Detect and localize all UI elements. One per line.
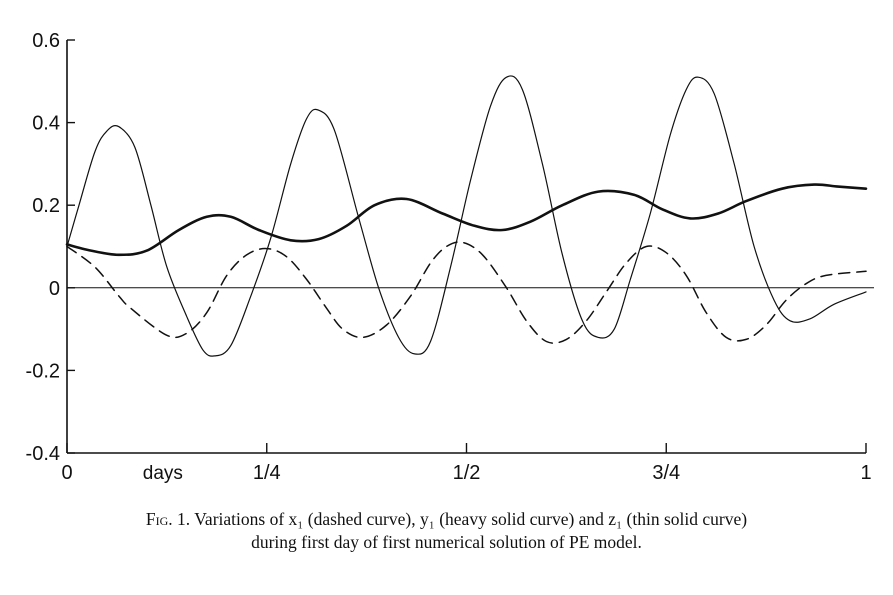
x-tick-label: 1/2 <box>453 462 481 484</box>
series-z1-thin-line <box>66 75 867 357</box>
caption-line-2: during first day of first numerical solu… <box>251 532 642 552</box>
caption-line-1-text: . 1. Variations of x₁ (dashed curve), y₁… <box>168 509 748 529</box>
series-x1-dashed-line <box>66 241 867 344</box>
y-tick-label: -0.2 <box>26 360 60 382</box>
y-tick-label: 0.4 <box>32 113 60 135</box>
x-tick-label: 0 <box>61 462 72 484</box>
caption-prefix: Fig <box>145 509 169 529</box>
y-tick-label: -0.4 <box>26 443 60 465</box>
curves <box>65 75 868 357</box>
y-tick-label: 0 <box>49 278 60 300</box>
x-tick-label: 3/4 <box>652 462 680 484</box>
x-axis-label: days <box>143 463 183 484</box>
figure-caption: Fig. 1. Variations of x₁ (dashed curve),… <box>0 508 893 554</box>
y-tick-label: 0.6 <box>32 30 60 52</box>
y-ticks: -0.4 -0.2 0 0.2 0.4 0.6 <box>26 30 75 465</box>
y-tick-label: 0.2 <box>32 195 60 217</box>
x-ticks: 0 1/4 1/2 3/4 1 <box>61 443 872 484</box>
series-y1-heavy-line <box>65 183 868 257</box>
x-tick-label: 1 <box>860 462 871 484</box>
axes <box>66 40 874 454</box>
caption-line-1: Fig. 1. Variations of x₁ (dashed curve),… <box>0 508 893 531</box>
x-tick-label: 1/4 <box>253 462 281 484</box>
